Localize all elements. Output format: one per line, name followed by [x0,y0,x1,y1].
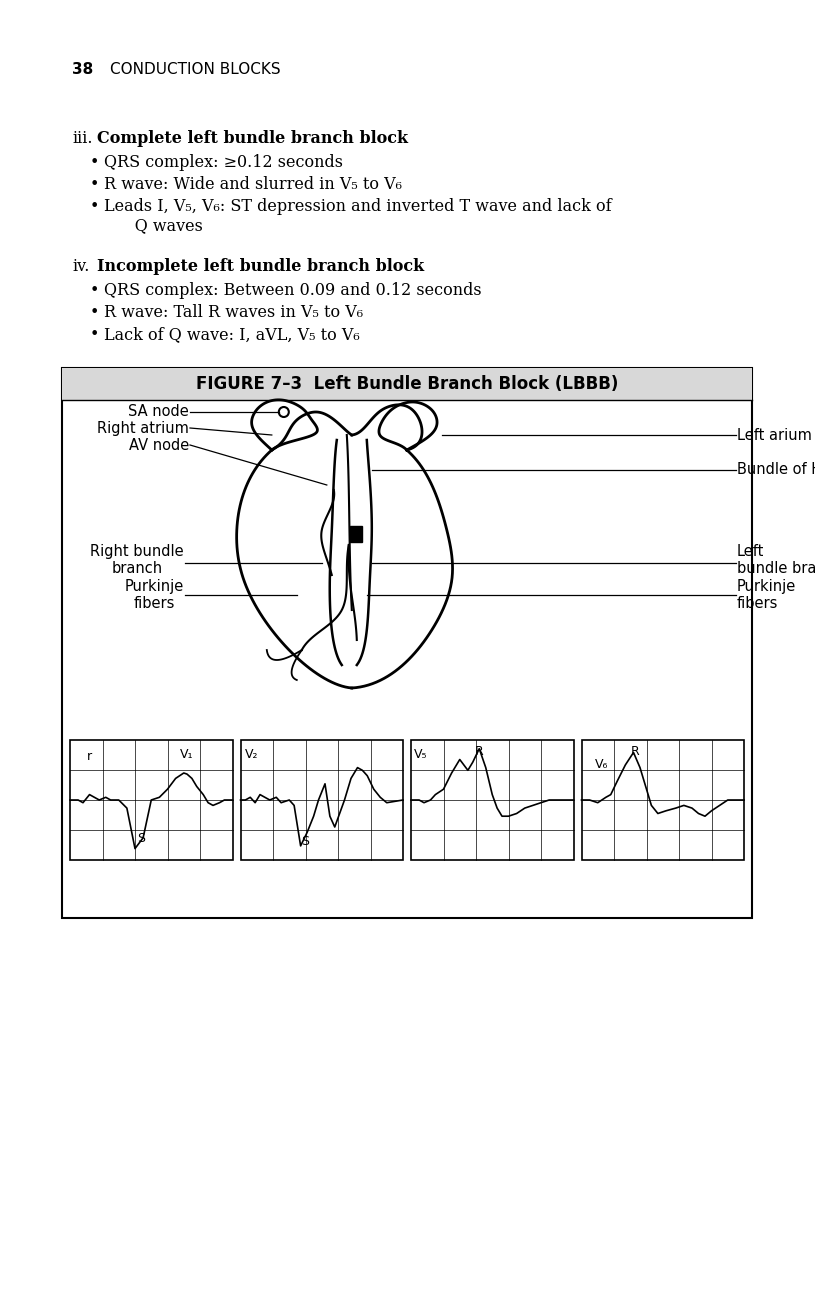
Text: V₁: V₁ [180,747,194,761]
Text: Left arium: Left arium [737,428,812,442]
Polygon shape [350,526,362,542]
Text: Complete left bundle branch block: Complete left bundle branch block [97,130,408,147]
Text: •: • [90,176,99,193]
Polygon shape [62,368,752,400]
Text: Lack of Q wave: I, aVL, V₅ to V₆: Lack of Q wave: I, aVL, V₅ to V₆ [104,326,359,343]
Text: V₅: V₅ [414,747,428,761]
Text: Bundle of HIS: Bundle of HIS [737,462,815,478]
Text: Incomplete left bundle branch block: Incomplete left bundle branch block [97,258,424,275]
Text: V₂: V₂ [245,747,259,761]
Text: CONDUCTION BLOCKS: CONDUCTION BLOCKS [110,62,280,78]
Text: V₆: V₆ [594,758,608,771]
Text: •: • [90,197,99,215]
Text: Left
bundle branch: Left bundle branch [737,544,815,576]
Text: Purkinje
fibers: Purkinje fibers [125,579,184,611]
Text: Purkinje
fibers: Purkinje fibers [737,579,796,611]
Text: R wave: Wide and slurred in V₅ to V₆: R wave: Wide and slurred in V₅ to V₆ [104,176,402,193]
Text: S: S [302,834,310,848]
Text: 38: 38 [72,62,93,78]
Polygon shape [70,740,232,859]
Text: •: • [90,154,99,171]
Text: •: • [90,282,99,299]
Text: Right atrium: Right atrium [97,421,189,436]
Text: SA node: SA node [128,404,189,420]
Polygon shape [240,740,403,859]
Text: FIGURE 7–3  Left Bundle Branch Block (LBBB): FIGURE 7–3 Left Bundle Branch Block (LBB… [196,375,619,393]
Text: •: • [90,326,99,343]
Text: R: R [631,745,640,758]
Text: r: r [87,750,92,763]
Text: QRS complex: ≥0.12 seconds: QRS complex: ≥0.12 seconds [104,154,343,171]
Text: iii.: iii. [72,130,92,147]
Polygon shape [581,740,744,859]
Text: Leads I, V₅, V₆: ST depression and inverted T wave and lack of
      Q waves: Leads I, V₅, V₆: ST depression and inver… [104,197,611,234]
Polygon shape [411,740,574,859]
Text: AV node: AV node [129,437,189,453]
Text: •: • [90,304,99,321]
Text: R: R [475,745,483,758]
Text: QRS complex: Between 0.09 and 0.12 seconds: QRS complex: Between 0.09 and 0.12 secon… [104,282,482,299]
Text: R wave: Tall R waves in V₅ to V₆: R wave: Tall R waves in V₅ to V₆ [104,304,363,321]
Text: Right bundle
branch: Right bundle branch [90,544,184,576]
Text: iv.: iv. [72,258,90,275]
Text: S: S [138,832,146,845]
